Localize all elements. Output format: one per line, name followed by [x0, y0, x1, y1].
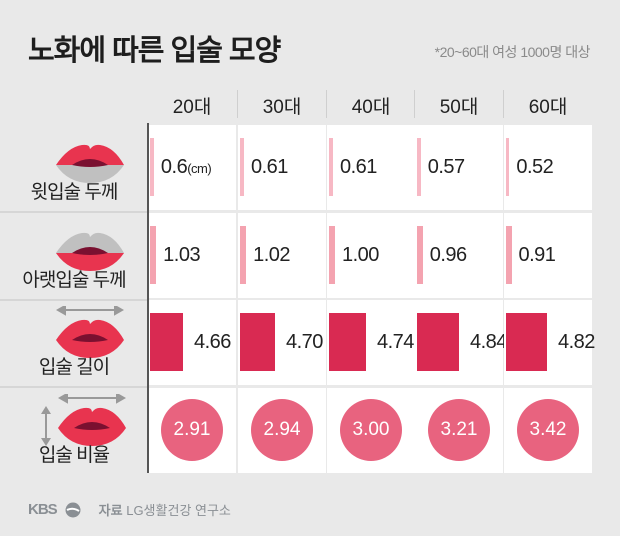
column-header: 20대	[172, 97, 212, 118]
value-label: 1.00	[342, 244, 379, 267]
table-cell	[238, 213, 326, 298]
value-text: 0.61	[250, 156, 288, 178]
row-label: 입술 길이	[38, 357, 110, 378]
row-label: 아랫입술 두께	[22, 270, 126, 291]
value-label: 0.6(cm)	[160, 156, 212, 179]
column-header: 30대	[262, 97, 302, 118]
value-text: 0.52	[516, 156, 554, 178]
value-text: 4.82	[558, 331, 595, 353]
source-label: 자료	[98, 503, 123, 518]
value-label: 4.70	[286, 331, 323, 354]
kbs-logo: KBS	[28, 501, 58, 518]
value-label: 0.57	[428, 156, 465, 179]
value-label: 1.03	[163, 244, 200, 267]
value-text: 0.61	[339, 156, 377, 178]
footer: KBS 자료 LG생활건강 연구소	[28, 500, 231, 519]
column-divider	[414, 90, 415, 118]
value-text: 0.57	[427, 156, 465, 178]
value-bar	[329, 226, 335, 284]
column-divider	[326, 90, 327, 118]
value-label: 0.61	[340, 156, 377, 179]
kbs-logo-icon	[65, 502, 81, 517]
value-text: 1.02	[253, 244, 291, 266]
value-text: 2.91	[173, 419, 211, 440]
table-cell	[504, 125, 592, 210]
value-label: 4.74	[377, 331, 414, 354]
column-header: 50대	[439, 97, 479, 118]
value-text: 2.94	[263, 419, 301, 440]
value-bar	[240, 313, 275, 371]
page-title: 노화에 따른 입술 모양	[28, 35, 281, 67]
value-bar	[150, 313, 183, 371]
value-label: 4.66	[194, 331, 231, 354]
lips-icon	[54, 131, 144, 196]
value-text: 4.74	[377, 331, 414, 353]
value-bar	[150, 226, 157, 284]
table-cell	[238, 125, 326, 210]
survey-note: *20~60대 여성 1000명 대상	[434, 44, 591, 60]
lips-icon	[47, 392, 146, 459]
value-bar	[417, 226, 423, 284]
value-label: 0.52	[516, 156, 553, 179]
value-bar	[417, 138, 421, 196]
value-text: 0.96	[429, 244, 467, 266]
table-cell	[148, 213, 236, 298]
value-text: 3.21	[440, 419, 478, 440]
source-text: LG생활건강 연구소	[126, 503, 231, 518]
value-label: 0.61	[251, 156, 288, 179]
column-divider	[503, 90, 504, 118]
lips-icon	[54, 219, 144, 284]
value-text: 3.00	[352, 419, 390, 440]
table-cell	[415, 125, 503, 210]
value-label: 0.96	[430, 244, 467, 267]
value-text: 0.6	[160, 156, 188, 178]
vertical-arrow-icon	[40, 406, 52, 451]
row-label: 윗입술 두께	[30, 182, 119, 203]
value-bar	[329, 313, 366, 371]
ratio-circle: 3.00	[340, 399, 402, 461]
value-label: 0.91	[518, 244, 555, 267]
value-bar	[506, 226, 512, 284]
value-text: 1.03	[163, 244, 201, 266]
row-divider	[0, 210, 148, 213]
value-text: 4.70	[286, 331, 323, 353]
value-text: 3.42	[529, 419, 567, 440]
value-label: 4.82	[558, 331, 595, 354]
table-cell	[327, 213, 415, 298]
ratio-circle: 2.91	[161, 399, 223, 461]
row-label: 입술 비율	[38, 445, 110, 466]
value-text: 1.00	[342, 244, 379, 266]
value-bar	[150, 138, 154, 196]
value-label: 4.84	[470, 331, 507, 354]
table-cell	[327, 125, 415, 210]
value-bar	[329, 138, 333, 196]
value-bar	[240, 138, 244, 196]
column-header: 40대	[351, 97, 391, 118]
value-text: 4.84	[470, 331, 507, 353]
ratio-circle: 2.94	[251, 399, 313, 461]
table-cell	[504, 213, 592, 298]
row-divider	[0, 385, 148, 388]
column-divider	[237, 90, 238, 118]
lips-icon	[54, 304, 144, 371]
ratio-circle: 3.42	[517, 399, 579, 461]
table-cell	[148, 125, 236, 210]
ratio-circle: 3.21	[428, 399, 490, 461]
column-header: 60대	[528, 97, 568, 118]
row-divider	[0, 298, 148, 301]
value-bar	[506, 138, 510, 196]
value-label: 1.02	[253, 244, 290, 267]
value-text: 4.66	[194, 331, 231, 353]
value-bar	[240, 226, 247, 284]
value-bar	[417, 313, 459, 371]
value-bar	[506, 313, 547, 371]
axis-line	[147, 123, 149, 473]
value-text: 0.91	[518, 244, 556, 266]
unit-label: (cm)	[187, 161, 212, 176]
table-cell	[415, 213, 503, 298]
